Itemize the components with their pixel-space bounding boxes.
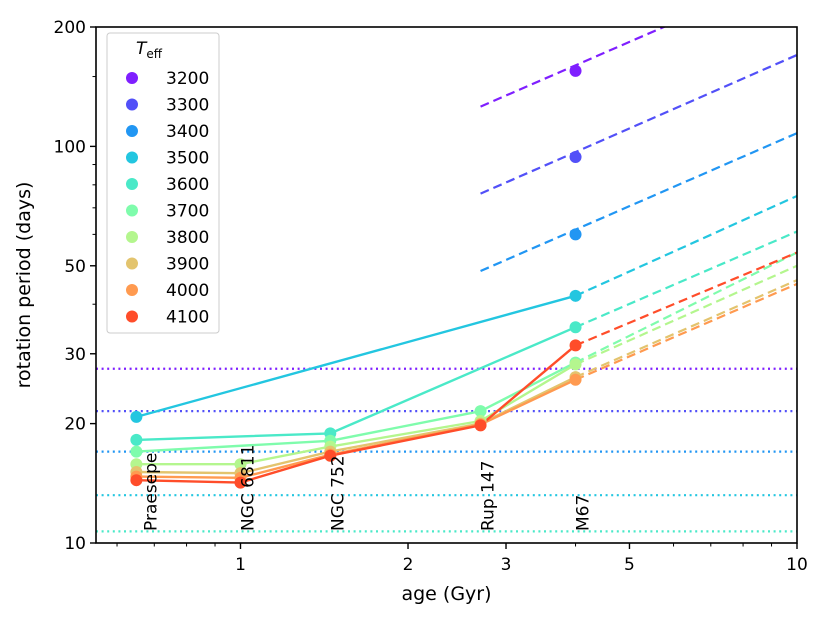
legend: Teff 3200 3300 3400 3500 3600 3700 3800 3900 400… — [106, 32, 220, 334]
trend-line-3500 — [575, 194, 797, 297]
legend-label-3900: 3900 — [166, 255, 209, 275]
cluster-label-m67: M67 — [574, 495, 594, 531]
data-point-3300-0 — [569, 151, 582, 164]
x-tick-label-10: 10 — [786, 555, 808, 575]
legend-marker-3200 — [126, 72, 138, 84]
y-tick-label-10: 10 — [64, 534, 86, 554]
legend-marker-4000 — [126, 284, 138, 296]
cluster-label-rup-147: Rup 147 — [479, 461, 499, 531]
legend-title-sub: eff — [146, 47, 162, 61]
y-tick-label-100: 100 — [54, 137, 86, 157]
legend-marker-3500 — [126, 151, 138, 164]
cluster-label-ngc-6811: NGC 6811 — [239, 445, 259, 531]
plot-frame — [95, 26, 798, 544]
legend-label-3600: 3600 — [166, 175, 209, 195]
legend-label-4000: 4000 — [166, 281, 209, 301]
data-point-3800-1 — [234, 458, 247, 471]
series-line-3600 — [136, 326, 576, 442]
data-point-3500-1 — [569, 289, 582, 302]
y-tick-label-20: 20 — [64, 415, 86, 435]
trend-line-3700 — [575, 251, 797, 364]
legend-marker-3300 — [126, 98, 138, 111]
trend-line-4100 — [575, 251, 797, 347]
legend-marker-4100 — [126, 310, 138, 323]
series-line-4100 — [136, 344, 577, 484]
x-tick-label-5: 5 — [624, 555, 635, 575]
x-tick-label-1: 1 — [235, 555, 246, 575]
data-point-3800-4 — [569, 358, 582, 371]
legend-title-main: T — [136, 39, 148, 59]
data-point-3200-0 — [569, 64, 582, 77]
data-point-3700-2 — [474, 405, 487, 418]
data-point-3600-2 — [569, 321, 582, 334]
series-layer — [136, 27, 797, 484]
trend-line-3300 — [480, 53, 797, 195]
legend-label-3300: 3300 — [166, 96, 209, 116]
data-point-4100-2 — [324, 449, 337, 462]
data-point-3600-0 — [130, 433, 143, 446]
trend-line-3600 — [575, 230, 797, 329]
y-tick-label-50: 50 — [64, 257, 86, 277]
legend-label-3500: 3500 — [166, 149, 209, 169]
x-tick-label-3: 3 — [501, 555, 512, 575]
legend-label-3700: 3700 — [166, 202, 209, 222]
legend-marker-3600 — [126, 178, 138, 190]
data-point-4100-1 — [234, 476, 247, 489]
cluster-label-ngc-752: NGC 752 — [328, 455, 348, 531]
data-point-3500-0 — [130, 410, 143, 423]
cluster-labels: Praesepe NGC 6811 NGC 752 Rup 147 M67 — [142, 445, 594, 531]
legend-marker-3400 — [126, 125, 138, 137]
data-point-4100-0 — [130, 474, 143, 487]
marker-layer — [130, 64, 582, 489]
trend-line-3200 — [480, 27, 667, 108]
data-point-3400-0 — [569, 228, 582, 241]
data-point-4000-4 — [569, 373, 582, 386]
axis-ticks: 1 2 3 5 10 10 20 30 50 100 200 — [54, 18, 808, 575]
data-point-4100-3 — [474, 419, 487, 432]
x-tick-label-2: 2 — [403, 555, 414, 575]
legend-title: Teff — [136, 39, 163, 61]
data-point-4100-4 — [569, 339, 582, 352]
y-axis-title: rotation period (days) — [13, 182, 35, 389]
trend-line-4000 — [575, 282, 797, 381]
y-tick-label-200: 200 — [54, 18, 86, 38]
x-axis-title: age (Gyr) — [401, 583, 491, 605]
data-point-3700-0 — [130, 445, 143, 458]
legend-marker-3900 — [126, 257, 138, 270]
legend-label-3800: 3800 — [166, 228, 209, 248]
cluster-label-praesepe: Praesepe — [142, 453, 162, 531]
legend-marker-3800 — [126, 231, 138, 243]
legend-items: 3200 3300 3400 3500 3600 3700 3800 3900 4000 4100 — [126, 69, 209, 328]
legend-label-4100: 4100 — [166, 308, 209, 328]
series-line-3900 — [136, 376, 577, 475]
reference-lines — [96, 367, 797, 533]
trend-line-3800 — [575, 264, 797, 366]
trend-line-3400 — [480, 132, 797, 273]
series-line-3500 — [136, 294, 576, 419]
legend-marker-3700 — [126, 204, 138, 217]
y-tick-label-30: 30 — [64, 345, 86, 365]
legend-label-3200: 3200 — [166, 69, 209, 89]
legend-label-3400: 3400 — [166, 122, 209, 142]
trend-line-3900 — [575, 279, 797, 379]
